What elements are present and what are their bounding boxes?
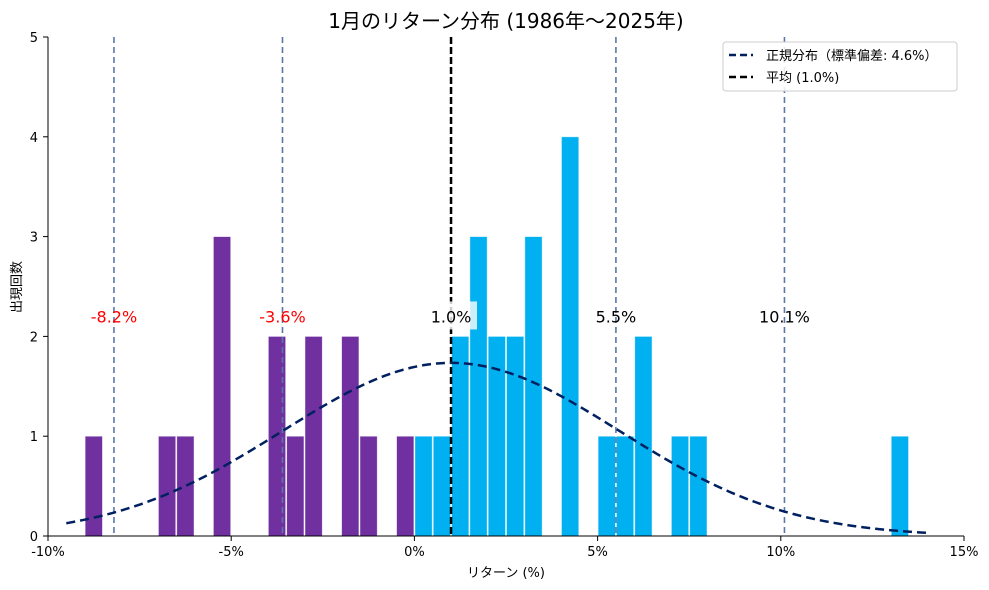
histogram-bar [432,435,451,537]
x-tick-label: -5% [219,545,244,560]
x-tick-label: 10% [766,545,795,560]
histogram-bar [158,435,177,537]
annotation-label: -3.6% [259,307,305,326]
reference-lines-group [113,37,786,536]
histogram-bar [341,335,360,537]
x-ticks-group: -10% -5% 0% 5% 10% 15% [31,536,978,560]
x-tick-label: 5% [587,545,608,560]
chart-title: 1月のリターン分布 (1986年～2025年) [328,9,683,33]
annotation-label: 5.5% [596,307,637,326]
legend: 正規分布（標準偏差: 4.6%） 平均 (1.0%) [722,41,958,92]
y-tick-label: 4 [30,131,38,146]
legend-label-mean: 平均 (1.0%) [766,71,839,86]
histogram-bar [689,435,708,537]
bars-group [84,136,909,537]
histogram-bar [396,435,415,537]
y-tick-label: 1 [30,430,38,445]
histogram-bar [506,335,525,537]
histogram-bar [286,435,305,537]
histogram-bar [451,335,470,537]
annotation-background [429,301,478,330]
histogram-bar [176,435,195,537]
histogram-bar [359,435,378,537]
axes-group [47,37,964,537]
legend-frame [722,41,958,92]
histogram-bar [634,335,653,537]
histogram-bar [487,335,506,537]
y-ticks-group: 0 1 2 3 4 5 [30,31,48,545]
histogram-bar [304,335,323,537]
annotation-label: 10.1% [759,307,810,326]
histogram-bar [469,236,488,537]
x-tick-label: 0% [404,545,425,560]
histogram-bar [890,435,909,537]
histogram-bar [597,435,616,537]
y-tick-label: 2 [30,330,38,345]
histogram-bar [414,435,433,537]
normal-curve-group [66,361,928,535]
annotations-group: -8.2% -3.6% 1.0% 5.5% 10.1% [91,301,810,330]
y-tick-label: 3 [30,231,38,246]
histogram-bar [561,136,580,537]
annotation-label: -8.2% [91,307,137,326]
x-axis-label: リターン (%) [467,566,545,581]
histogram-bar [524,236,543,537]
normal-curve [66,361,928,535]
histogram-bar [616,435,635,537]
y-axis-label: 出現回数 [10,261,25,313]
histogram-bar [670,435,690,537]
legend-label-normal-curve: 正規分布（標準偏差: 4.6%） [766,48,938,64]
histogram-bar [267,335,287,537]
annotation-label: 1.0% [431,307,472,326]
y-tick-label: 0 [30,530,38,545]
histogram-bar [212,236,232,537]
x-tick-label: -10% [31,545,65,560]
x-tick-label: 15% [950,545,979,560]
y-tick-label: 5 [30,31,38,46]
histogram-bar [84,435,103,537]
